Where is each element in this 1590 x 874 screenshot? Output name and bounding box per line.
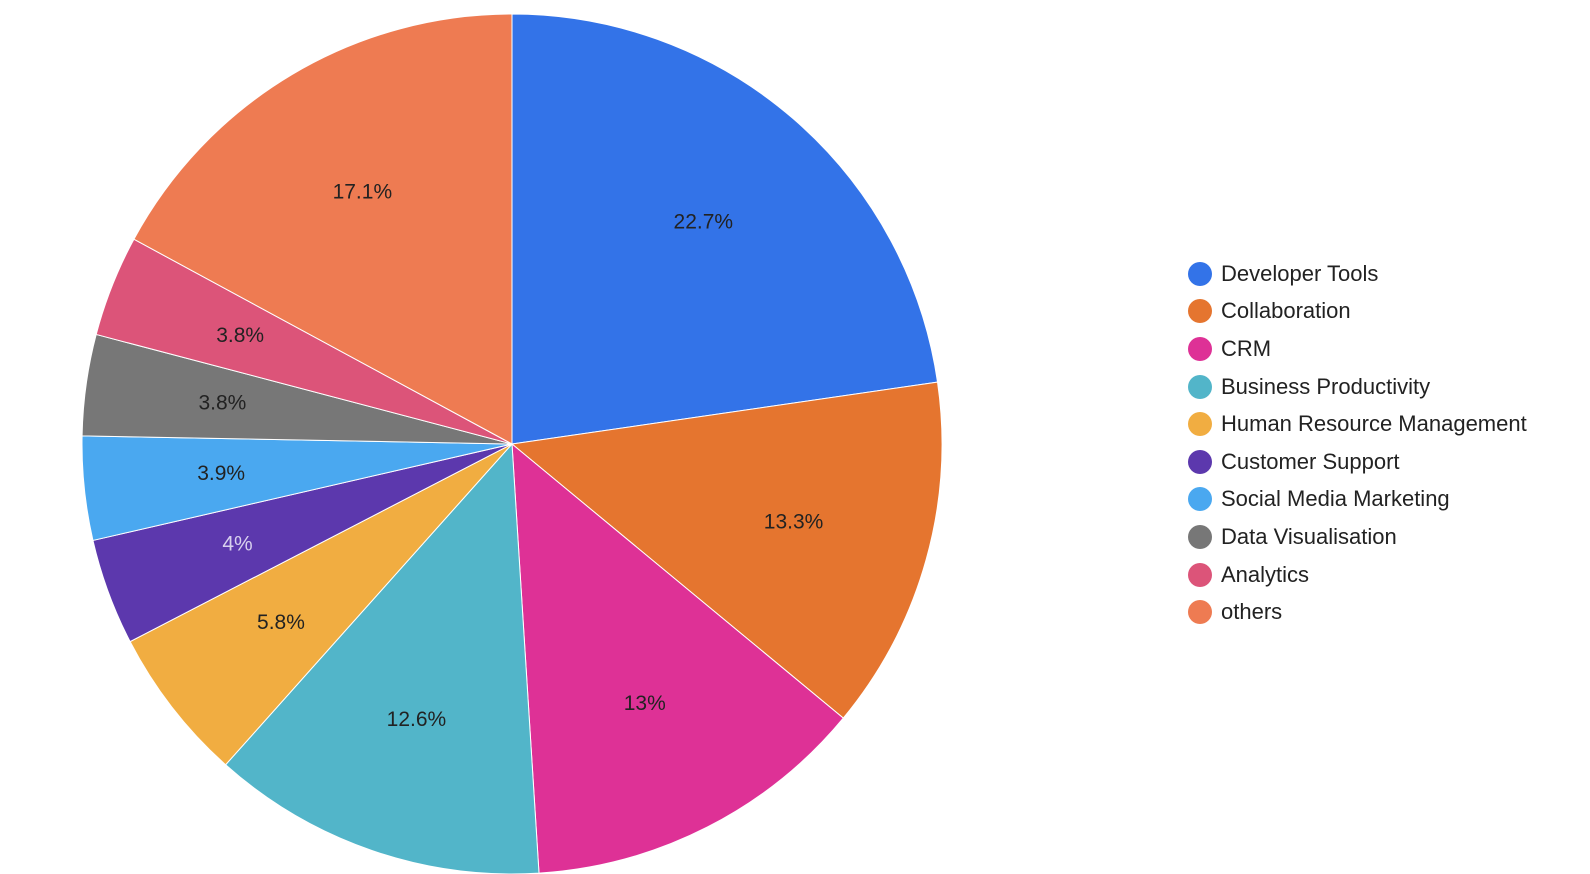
pie-slices (81, 13, 943, 874)
pie-slice-human-resource-management (129, 443, 513, 766)
pie-slice-collaboration (510, 381, 943, 719)
legend-item-human-resource-management: Human Resource Management (1188, 405, 1527, 443)
legend-swatch (1188, 412, 1212, 437)
legend-label: CRM (1221, 335, 1272, 361)
legend-item-crm: CRM (1188, 330, 1527, 368)
pie-data-labels: 22.7% 13.3% 13% 12.6% 5.8% 4% 3.9% 3.8% 3.8% 17.1… (197, 180, 823, 731)
slice-label-social-media-marketing: 3.9% (197, 462, 245, 485)
legend-label: Data Visualisation (1221, 523, 1397, 549)
legend-swatch (1188, 261, 1212, 286)
legend-label: Human Resource Management (1221, 411, 1527, 437)
slice-label-data-visualisation: 3.8% (198, 391, 246, 414)
pie-slice-developer-tools (511, 13, 939, 445)
legend-label: Customer Support (1221, 448, 1400, 474)
legend-swatch (1188, 336, 1212, 361)
legend-label: Social Media Marketing (1221, 486, 1450, 512)
legend-item-business-productivity: Business Productivity (1188, 368, 1527, 406)
slice-label-analytics: 3.8% (216, 324, 264, 347)
legend-swatch (1188, 600, 1212, 625)
chart-legend: Developer Tools Collaboration CRM Business … (1188, 255, 1527, 631)
legend-swatch (1188, 374, 1212, 399)
legend-label: Analytics (1221, 561, 1310, 587)
legend-item-collaboration: Collaboration (1188, 293, 1527, 331)
pie-slice-others (133, 13, 513, 445)
slice-label-developer-tools: 22.7% (674, 210, 734, 233)
legend-item-others: others (1188, 593, 1527, 631)
legend-item-analytics: Analytics (1188, 556, 1527, 594)
legend-item-data-visualisation: Data Visualisation (1188, 518, 1527, 556)
slice-label-business-productivity: 12.6% (387, 708, 447, 731)
legend-item-social-media-marketing: Social Media Marketing (1188, 481, 1527, 519)
legend-item-developer-tools: Developer Tools (1188, 255, 1527, 293)
legend-swatch (1188, 524, 1212, 549)
legend-swatch (1188, 487, 1212, 512)
legend-label: Collaboration (1221, 298, 1351, 324)
legend-item-customer-support: Customer Support (1188, 443, 1527, 481)
slice-label-human-resource-management: 5.8% (257, 611, 305, 634)
legend-label: Developer Tools (1221, 260, 1379, 286)
slice-label-crm: 13% (624, 692, 666, 715)
slice-label-others: 17.1% (333, 180, 393, 203)
legend-label: Business Productivity (1221, 373, 1431, 399)
slice-label-collaboration: 13.3% (764, 510, 824, 533)
slice-label-customer-support: 4% (222, 532, 252, 555)
legend-swatch (1188, 562, 1212, 587)
legend-label: others (1221, 599, 1283, 625)
legend-swatch (1188, 449, 1212, 474)
pie-slice-crm (511, 442, 845, 874)
legend-swatch (1188, 299, 1212, 324)
